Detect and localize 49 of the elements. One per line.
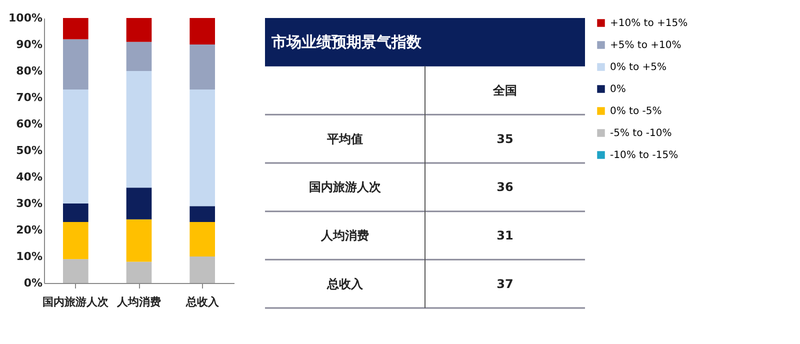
- legend-label: 0% to -5%: [610, 106, 662, 117]
- x-tick-label: 国内旅游人次: [42, 296, 110, 308]
- data-label: 35: [496, 132, 514, 146]
- bar: [126, 188, 152, 220]
- bar: [126, 18, 152, 42]
- category-label: 总收入: [326, 276, 364, 291]
- data-label: 37: [496, 276, 514, 291]
- bar: [126, 71, 152, 188]
- bar: [126, 262, 152, 283]
- bar: [190, 44, 215, 90]
- bar: [63, 18, 88, 40]
- legend-label: -5% to -10%: [610, 128, 672, 139]
- bar: [190, 206, 215, 222]
- y-tick-label: 60%: [16, 118, 42, 130]
- bar: [190, 18, 215, 44]
- data-label: 36: [496, 180, 514, 194]
- category-label: 平均值: [326, 132, 363, 146]
- y-tick-label: 30%: [16, 197, 42, 210]
- bar: [190, 222, 215, 256]
- y-tick-label: 70%: [16, 91, 42, 104]
- text: 市场业绩预期景气指数: [270, 33, 422, 52]
- bar: [126, 42, 152, 71]
- bar: [63, 204, 88, 222]
- bar: [126, 219, 152, 262]
- y-tick-label: 10%: [16, 250, 42, 263]
- y-tick-label: 0%: [24, 276, 42, 290]
- legend-label: 0%: [610, 84, 626, 95]
- x-tick-label: 人均消费: [116, 296, 161, 308]
- legend-label: +5% to +10%: [610, 40, 682, 51]
- legend-label: +10% to +15%: [610, 18, 688, 29]
- y-tick-label: 20%: [16, 224, 42, 236]
- bar: [190, 90, 215, 206]
- bar: [63, 259, 88, 283]
- bar: [190, 256, 215, 283]
- bar: [63, 39, 88, 90]
- bar: [63, 222, 88, 260]
- category-label: 人均消费: [320, 228, 369, 242]
- text: 全国: [492, 84, 517, 98]
- bar: [63, 90, 88, 204]
- y-tick-label: 90%: [16, 38, 42, 51]
- y-tick-label: 40%: [16, 170, 42, 184]
- y-tick-label: 100%: [8, 12, 42, 24]
- x-tick-label: 总收入: [184, 296, 220, 308]
- legend-label: 0% to +5%: [610, 62, 667, 73]
- y-tick-label: 80%: [16, 64, 42, 78]
- legend-label: -10% to -15%: [610, 150, 678, 161]
- y-tick-label: 50%: [16, 144, 42, 157]
- data-label: 31: [496, 228, 514, 242]
- category-label: 国内旅游人次: [309, 180, 382, 194]
